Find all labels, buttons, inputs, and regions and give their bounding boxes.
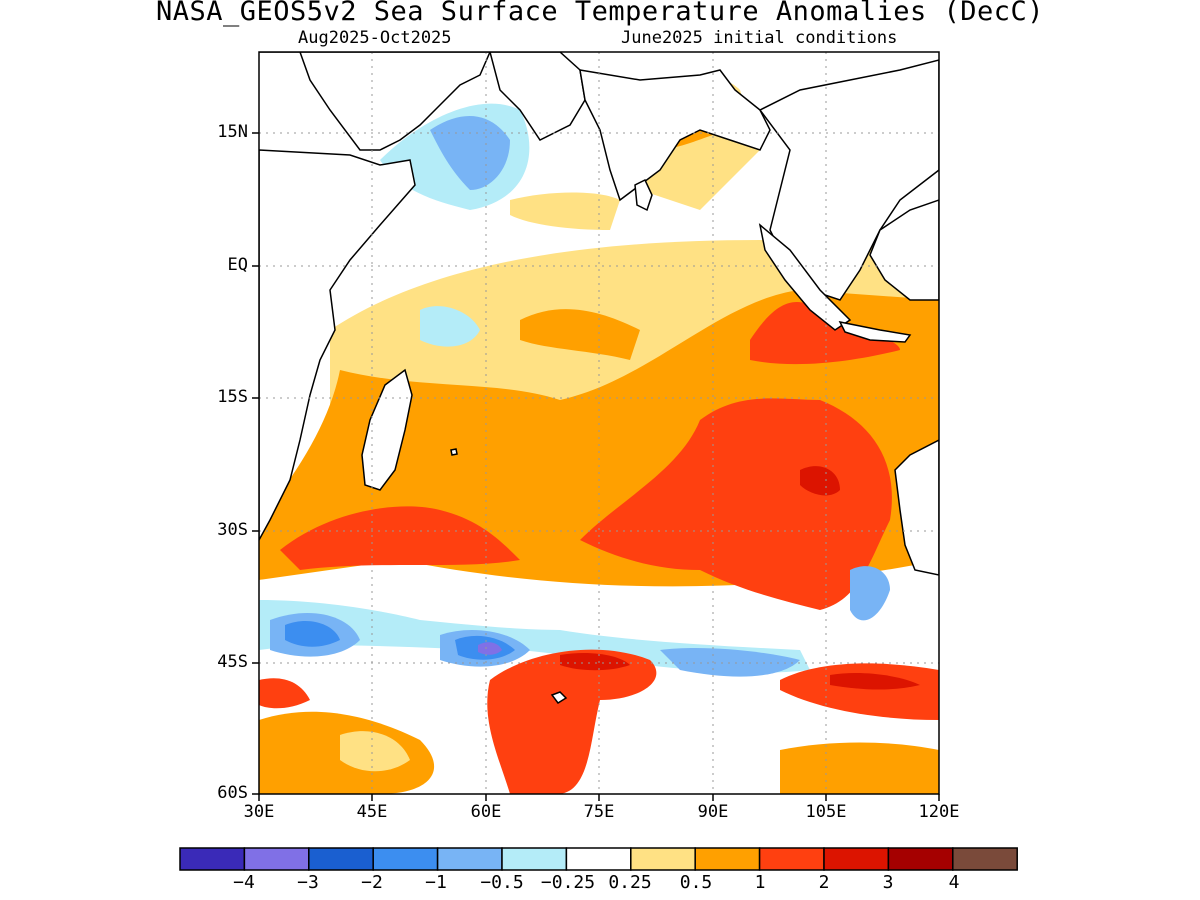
anomaly-region xyxy=(430,116,510,190)
anomaly-region xyxy=(560,653,630,671)
arabia-landmass xyxy=(489,52,586,141)
colorbar xyxy=(179,847,1018,871)
initial-conditions-label: June2025 initial conditions xyxy=(621,28,898,48)
colorbar-label: −1 xyxy=(425,872,447,893)
anomaly-region xyxy=(800,466,840,496)
anomaly-region xyxy=(285,620,340,647)
colorbar-label: −0.5 xyxy=(480,872,524,893)
colorbar-label: 1 xyxy=(754,872,766,893)
colorbar-swatch xyxy=(372,847,439,871)
colorbar-swatch xyxy=(694,847,761,871)
southeast-asia-landmass xyxy=(758,59,939,301)
colorbar-label: 0.25 xyxy=(608,872,652,893)
axis-ticks xyxy=(252,132,940,801)
anomaly-region xyxy=(340,731,410,772)
colorbar-label: −3 xyxy=(297,872,319,893)
anomaly-region xyxy=(780,742,939,794)
anomaly-region xyxy=(510,192,620,230)
colorbar-label: 0.5 xyxy=(679,872,713,893)
colorbar-label: −4 xyxy=(233,872,255,893)
lon-label-90e: 90E xyxy=(697,802,729,822)
lon-label-105e: 105E xyxy=(805,802,847,822)
lon-label-60e: 60E xyxy=(470,802,502,822)
anomaly-region xyxy=(750,301,900,365)
colorbar-swatch xyxy=(630,847,696,871)
india-landmass xyxy=(579,69,771,202)
lat-label-15n: 15N xyxy=(217,122,248,142)
anomaly-region xyxy=(850,566,890,621)
lat-label-45s: 45S xyxy=(217,652,248,672)
anomaly-region xyxy=(259,576,800,660)
lat-label-15s: 15S xyxy=(217,387,248,407)
anomaly-region xyxy=(478,642,502,655)
map-title: NASA_GEOS5v2 Sea Surface Temperature Ano… xyxy=(155,0,1045,27)
lat-label-60s: 60S xyxy=(217,783,248,803)
lon-label-30e: 30E xyxy=(243,802,275,822)
anomaly-region xyxy=(830,673,920,690)
anomaly-region xyxy=(520,309,640,360)
colorbar-label: 3 xyxy=(882,872,894,893)
mauritius-island xyxy=(450,448,458,456)
sri-lanka xyxy=(634,178,653,212)
australia-landmass xyxy=(894,439,939,576)
africa-landmass xyxy=(259,52,491,151)
anomaly-region xyxy=(580,398,892,610)
forecast-period: Aug2025-Oct2025 xyxy=(298,28,452,48)
anomaly-region xyxy=(660,648,800,677)
colorbar-swatch xyxy=(436,847,503,871)
lon-label-120e: 120E xyxy=(918,802,960,822)
colorbar-swatch xyxy=(758,847,825,871)
lon-label-75e: 75E xyxy=(583,802,615,822)
colorbar-swatch xyxy=(308,847,374,871)
java xyxy=(838,320,912,343)
anomaly-region xyxy=(487,649,657,794)
colorbar-swatch xyxy=(952,847,1018,871)
colorbar-label: −0.25 xyxy=(540,872,596,893)
colorbar-swatch xyxy=(887,847,954,871)
colorbar-label: −2 xyxy=(361,872,383,893)
coastlines xyxy=(259,52,939,705)
lat-label-30s: 30S xyxy=(217,520,248,540)
africa-landmass xyxy=(259,149,416,541)
gridlines xyxy=(259,52,939,794)
colorbar-swatch xyxy=(501,847,568,871)
colorbar-label: 2 xyxy=(818,872,830,893)
kerguelen-island xyxy=(550,691,568,705)
colorbar-swatch xyxy=(179,847,246,871)
anomaly-region xyxy=(259,678,310,709)
anomaly-region xyxy=(780,663,939,720)
lat-label-eq: EQ xyxy=(227,255,248,275)
anomaly-region xyxy=(420,306,480,347)
colorbar-swatch xyxy=(243,847,310,871)
sumatra xyxy=(758,223,852,331)
lon-label-45e: 45E xyxy=(356,802,388,822)
anomaly-region xyxy=(280,506,520,570)
colorbar-label: 4 xyxy=(948,872,960,893)
madagascar xyxy=(361,368,413,491)
colorbar-swatch xyxy=(823,847,890,871)
borneo xyxy=(869,199,939,301)
colorbar-swatch xyxy=(565,847,632,871)
